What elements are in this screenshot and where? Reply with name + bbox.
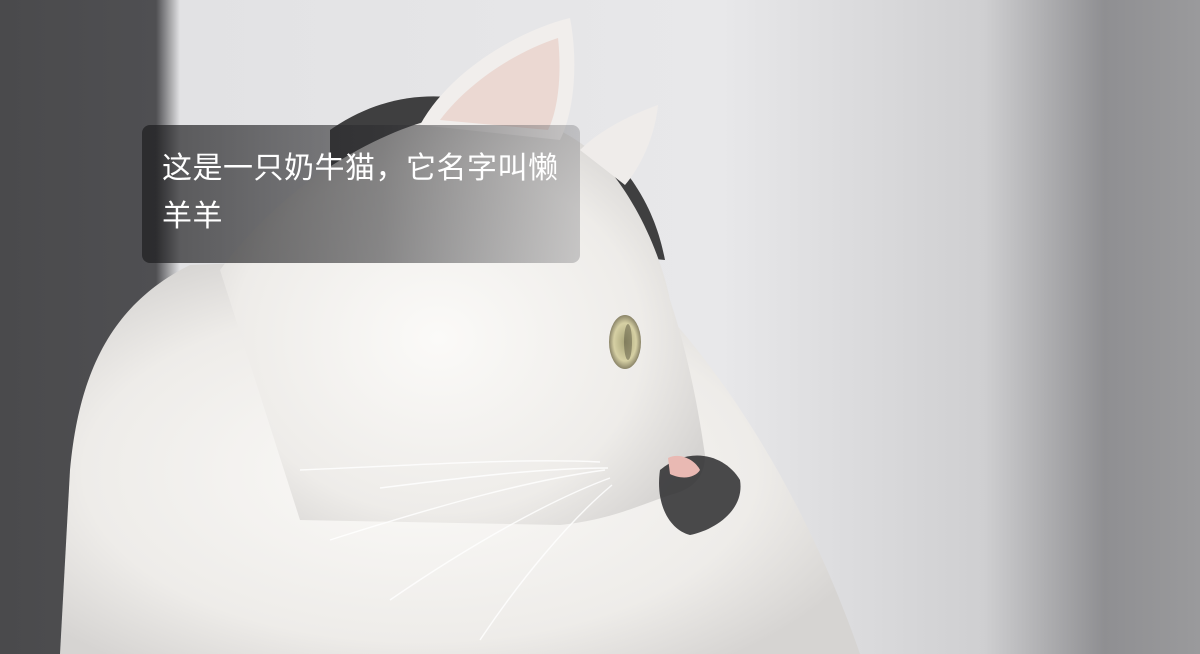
cat-ear-right — [580, 105, 658, 185]
cat-nose — [668, 455, 700, 478]
cat-whiskers — [299, 460, 613, 641]
cat-pupil — [624, 324, 632, 360]
caption-box: 这是一只奶牛猫，它名字叫懒羊羊 — [142, 125, 580, 263]
cat-ear-inner — [440, 38, 560, 130]
caption-text: 这是一只奶牛猫，它名字叫懒羊羊 — [162, 151, 559, 234]
